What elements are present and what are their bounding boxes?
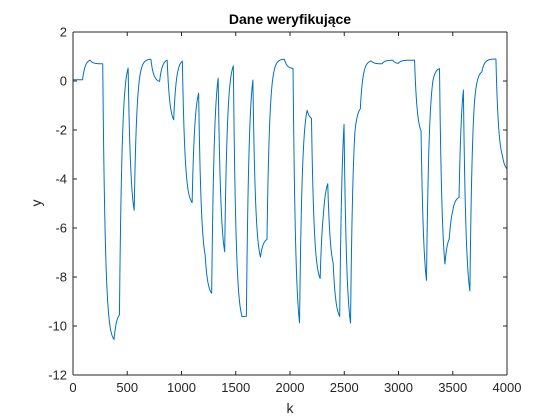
chart-title: Dane weryfikujące: [229, 11, 351, 27]
y-tick-label: -6: [55, 221, 67, 236]
x-tick-label: 0: [69, 380, 76, 395]
x-tick-label: 2500: [330, 380, 359, 395]
series-line: [72, 58, 508, 340]
y-tick-label: -8: [55, 270, 67, 285]
x-tick-label: 4000: [493, 380, 522, 395]
ticks-layer: 0 500 1000 1500 2000 2500 3000 3500 4000 -12 -10 -8…: [48, 25, 521, 396]
series-layer: [72, 58, 508, 340]
x-tick-label: 3000: [384, 380, 413, 395]
y-tick-label: -4: [55, 172, 67, 187]
plot-area: [73, 32, 507, 375]
x-tick-label: 3500: [438, 380, 467, 395]
x-tick-label: 500: [116, 380, 138, 395]
x-tick-label: 1500: [221, 380, 250, 395]
y-tick-label: 0: [60, 74, 67, 89]
y-tick-label: -2: [55, 123, 67, 138]
x-axis-label: k: [287, 400, 295, 416]
x-tick-label: 2000: [276, 380, 305, 395]
y-tick-label: -12: [48, 368, 67, 383]
x-tick-label: 1000: [167, 380, 196, 395]
y-tick-label: -10: [48, 319, 67, 334]
y-tick-label: 2: [60, 25, 67, 40]
y-axis-label: y: [28, 200, 44, 207]
